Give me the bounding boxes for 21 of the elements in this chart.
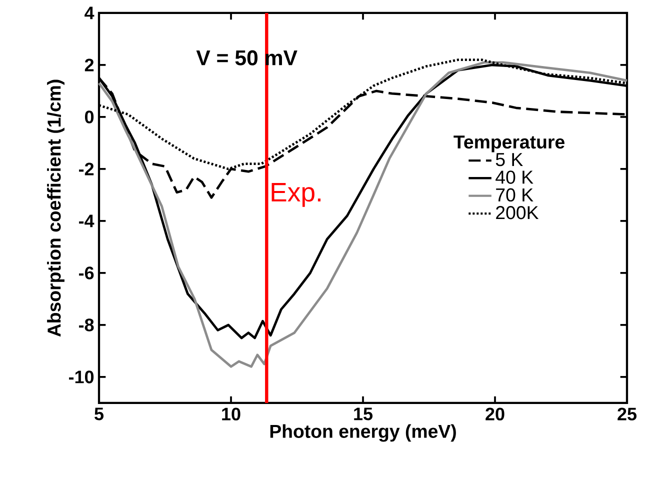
y-tick-label: -8	[79, 318, 94, 332]
legend-label: 70 K	[496, 188, 534, 202]
legend-label: 40 K	[496, 170, 534, 184]
y-tick-label: -10	[68, 370, 94, 384]
legend-label: 5 K	[496, 153, 523, 166]
y-tick-label: -6	[79, 266, 94, 280]
y-tick-label: -4	[79, 214, 94, 228]
x-axis-title: Photon energy (meV)	[270, 424, 456, 442]
x-tick-label: 5	[94, 408, 104, 420]
x-tick-label: 10	[222, 408, 240, 420]
y-tick-label: 0	[84, 110, 94, 124]
y-axis-title: Absorption coefficient (1/cm)	[47, 80, 64, 337]
ref-line-label: Exp.	[272, 183, 320, 207]
y-tick-label: 4	[84, 6, 94, 20]
y-tick-label: -2	[79, 162, 94, 176]
x-tick-label: 25	[618, 408, 637, 420]
x-tick-label: 20	[486, 408, 504, 420]
x-tick-label: 15	[354, 408, 373, 420]
legend-title: Temperature	[454, 136, 564, 152]
y-tick-label: 2	[84, 58, 94, 72]
legend-label: 200K	[496, 206, 539, 220]
